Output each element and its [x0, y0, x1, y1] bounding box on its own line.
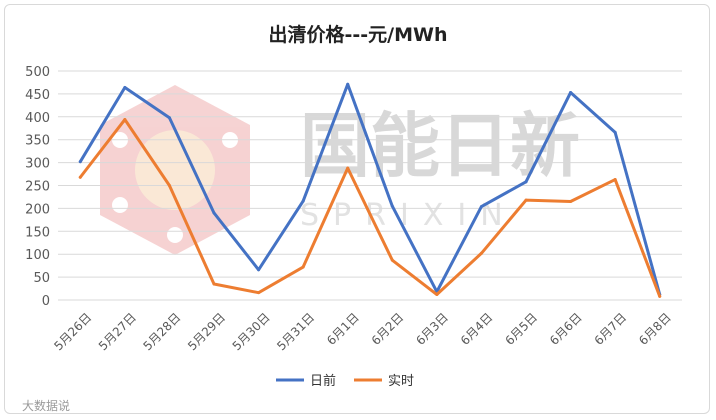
y-tick-label: 0	[42, 294, 50, 309]
series-line-0	[78, 82, 662, 297]
data-point	[212, 211, 216, 215]
data-point	[301, 199, 305, 203]
y-tick-label: 500	[25, 65, 50, 80]
x-tick-label: 5月27日	[96, 310, 139, 353]
y-tick-label: 450	[25, 88, 50, 103]
y-tick-label: 250	[25, 180, 50, 195]
data-point	[613, 130, 617, 134]
y-tick-label: 300	[25, 157, 50, 172]
data-point	[123, 85, 127, 89]
data-point	[658, 294, 662, 298]
data-point	[78, 160, 82, 164]
x-tick-label: 5月28日	[140, 310, 183, 353]
x-tick-label: 6月1日	[324, 310, 362, 348]
y-tick-label: 400	[25, 111, 50, 126]
y-tick-label: 50	[33, 271, 50, 286]
x-axis: 5月26日 5月27日 5月28日 5月29日 5月30日 5月31日 6月1日 6月2日 6月…	[51, 310, 673, 353]
x-tick-label: 6月3日	[413, 310, 451, 348]
data-point	[346, 82, 350, 86]
chart-frame	[4, 4, 710, 414]
y-tick-label: 200	[25, 202, 50, 217]
data-point	[390, 258, 394, 262]
data-point	[346, 166, 350, 170]
data-point	[212, 282, 216, 286]
y-tick-label: 350	[25, 134, 50, 149]
data-point	[479, 205, 483, 209]
data-point	[479, 251, 483, 255]
x-tick-label: 6月7日	[592, 310, 630, 348]
x-tick-label: 6月4日	[458, 310, 496, 348]
data-point	[78, 175, 82, 179]
data-point	[257, 268, 261, 272]
y-tick-label: 150	[25, 225, 50, 240]
chart-title: 出清价格---元/MWh	[268, 24, 448, 46]
data-point	[613, 178, 617, 182]
data-point	[257, 291, 261, 295]
data-point	[524, 198, 528, 202]
x-tick-label: 6月6日	[547, 310, 585, 348]
legend-label: 实时	[388, 374, 414, 389]
data-point	[123, 118, 127, 122]
x-tick-label: 5月29日	[185, 310, 228, 353]
legend-label: 日前	[310, 373, 336, 389]
legend: 日前 实时	[276, 373, 414, 389]
data-point	[390, 204, 394, 208]
y-tick-label: 100	[25, 248, 50, 263]
y-axis: 0 50 100 150 200 250 300 350 400 450 500	[25, 65, 50, 309]
data-point	[435, 293, 439, 297]
series-line-1	[78, 118, 662, 298]
x-tick-label: 6月2日	[369, 310, 407, 348]
data-point	[301, 265, 305, 269]
x-tick-label: 6月8日	[636, 310, 674, 348]
x-tick-label: 5月30日	[230, 310, 273, 353]
data-point	[524, 180, 528, 184]
gridlines	[58, 70, 682, 301]
watermark-subtext: SPRIXIN	[300, 198, 517, 233]
series-layer	[78, 82, 662, 298]
data-point	[569, 91, 573, 95]
x-tick-label: 5月31日	[274, 310, 317, 353]
x-tick-label: 6月5日	[502, 310, 540, 348]
data-point	[167, 116, 171, 120]
data-point	[167, 184, 171, 187]
x-tick-label: 5月26日	[51, 310, 94, 353]
corner-watermark: 大数据说	[22, 398, 70, 413]
data-point	[569, 200, 573, 204]
